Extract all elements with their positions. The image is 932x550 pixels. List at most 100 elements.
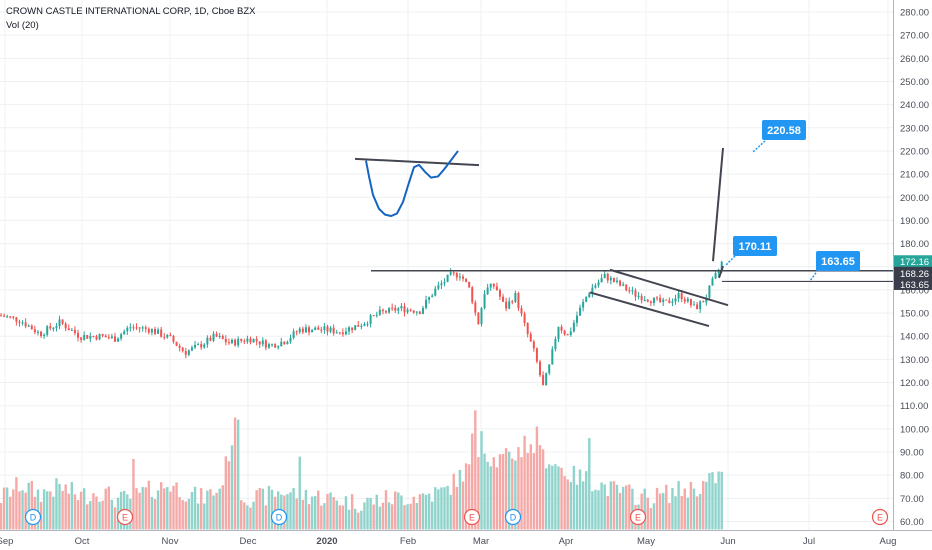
event-marker-label: E (469, 513, 475, 523)
candle-body (46, 326, 49, 335)
volume-bar (357, 512, 360, 530)
candle-body (107, 337, 110, 339)
volume-bar (652, 503, 656, 530)
volume-bar (446, 485, 449, 530)
candle-body (686, 298, 689, 302)
time-tick-label: Dec (240, 536, 257, 547)
volume-bar (714, 483, 717, 530)
trend-drawings[interactable] (354, 147, 893, 327)
candle-body (486, 287, 489, 295)
volume-bar (720, 471, 723, 530)
candle-body (231, 339, 233, 344)
candle-body (702, 301, 705, 303)
volume-bar (2, 487, 6, 530)
candle-body (77, 333, 79, 338)
volume-bar (705, 481, 708, 530)
candle-body (385, 311, 387, 313)
volume-bar (113, 507, 117, 530)
volume-bar (39, 501, 43, 530)
volume-bar (147, 480, 151, 530)
event-marker-label: D (30, 513, 37, 523)
candle-body (649, 301, 652, 304)
volume-bar (514, 460, 517, 530)
candle-body (73, 329, 76, 334)
candle-body (693, 304, 695, 306)
candle-body (539, 361, 541, 376)
candle-body (492, 283, 495, 287)
volume-bar (366, 497, 369, 530)
volume-bar (64, 484, 67, 530)
volume-bars (0, 410, 723, 530)
candle-body (36, 331, 39, 333)
candle-body (135, 327, 138, 329)
candle-body (696, 304, 699, 310)
candle-body (178, 345, 181, 348)
price-tick-label: 60.00 (900, 517, 924, 528)
volume-indicator-label[interactable]: Vol (20) (6, 20, 39, 31)
volume-bar (387, 502, 391, 530)
volume-bar (261, 488, 264, 530)
candle-body (33, 329, 36, 333)
volume-bar (578, 469, 582, 530)
candle-body (551, 349, 554, 365)
volume-bar (181, 500, 184, 530)
candle-body (267, 344, 270, 348)
candle-body (277, 346, 280, 348)
price-axis[interactable]: 60.00 70.00 80.00 90.00 100.00 110.00 120.00 13… (893, 0, 932, 530)
price-tick-label: 250.00 (900, 77, 929, 88)
candle-body (619, 280, 622, 286)
volume-bar (668, 503, 671, 530)
volume-bar (606, 496, 609, 530)
volume-bar (409, 503, 412, 530)
cup-rim-line (354, 157, 480, 167)
price-tick-label: 90.00 (900, 448, 924, 459)
candle-body (428, 297, 431, 300)
candle-body (652, 297, 655, 304)
volume-bar (258, 487, 261, 530)
candle-body (55, 326, 58, 328)
candle-body (585, 297, 588, 302)
volume-bar (52, 496, 55, 530)
candle-body (579, 307, 582, 316)
candle-body (271, 344, 274, 346)
candle-body (680, 293, 683, 300)
volume-bar (544, 468, 548, 530)
volume-bar (394, 491, 397, 530)
candle-body (366, 323, 369, 325)
volume-bar (289, 492, 292, 530)
event-marker-label: E (635, 513, 641, 523)
volume-bar (452, 473, 455, 530)
volume-bar (320, 505, 323, 530)
candle-body (532, 341, 535, 349)
candle-body (184, 351, 187, 355)
callout-label: 170.11 (738, 241, 771, 253)
candle-body (566, 334, 569, 336)
volume-bar (677, 481, 680, 530)
volume-bar (618, 492, 622, 530)
candle-body (138, 327, 141, 329)
volume-bar (381, 502, 385, 530)
volume-bar (215, 492, 218, 530)
candle-body (98, 334, 101, 340)
candle-body (203, 344, 206, 348)
volume-bar (46, 491, 49, 530)
price-callouts[interactable]: 220.58 170.11 163.65 (724, 120, 860, 282)
candle-body (582, 301, 585, 308)
volume-bar (403, 505, 406, 530)
earnings-marker (463, 508, 481, 526)
candle-body (418, 311, 421, 314)
volume-bar (702, 481, 705, 530)
volume-bar (609, 481, 613, 530)
volume-bar (532, 453, 536, 530)
candle-body (292, 331, 295, 338)
price-tick-label: 120.00 (900, 378, 929, 389)
time-axis[interactable]: Sep Oct Nov Dec 2020 Feb Mar Apr May Jun Jul Aug (0, 530, 932, 550)
volume-bar (464, 463, 468, 530)
candle-body (588, 293, 591, 298)
candle-body (600, 278, 603, 283)
volume-bar (224, 456, 228, 530)
candle-body (314, 327, 317, 331)
candle-body (12, 316, 15, 318)
